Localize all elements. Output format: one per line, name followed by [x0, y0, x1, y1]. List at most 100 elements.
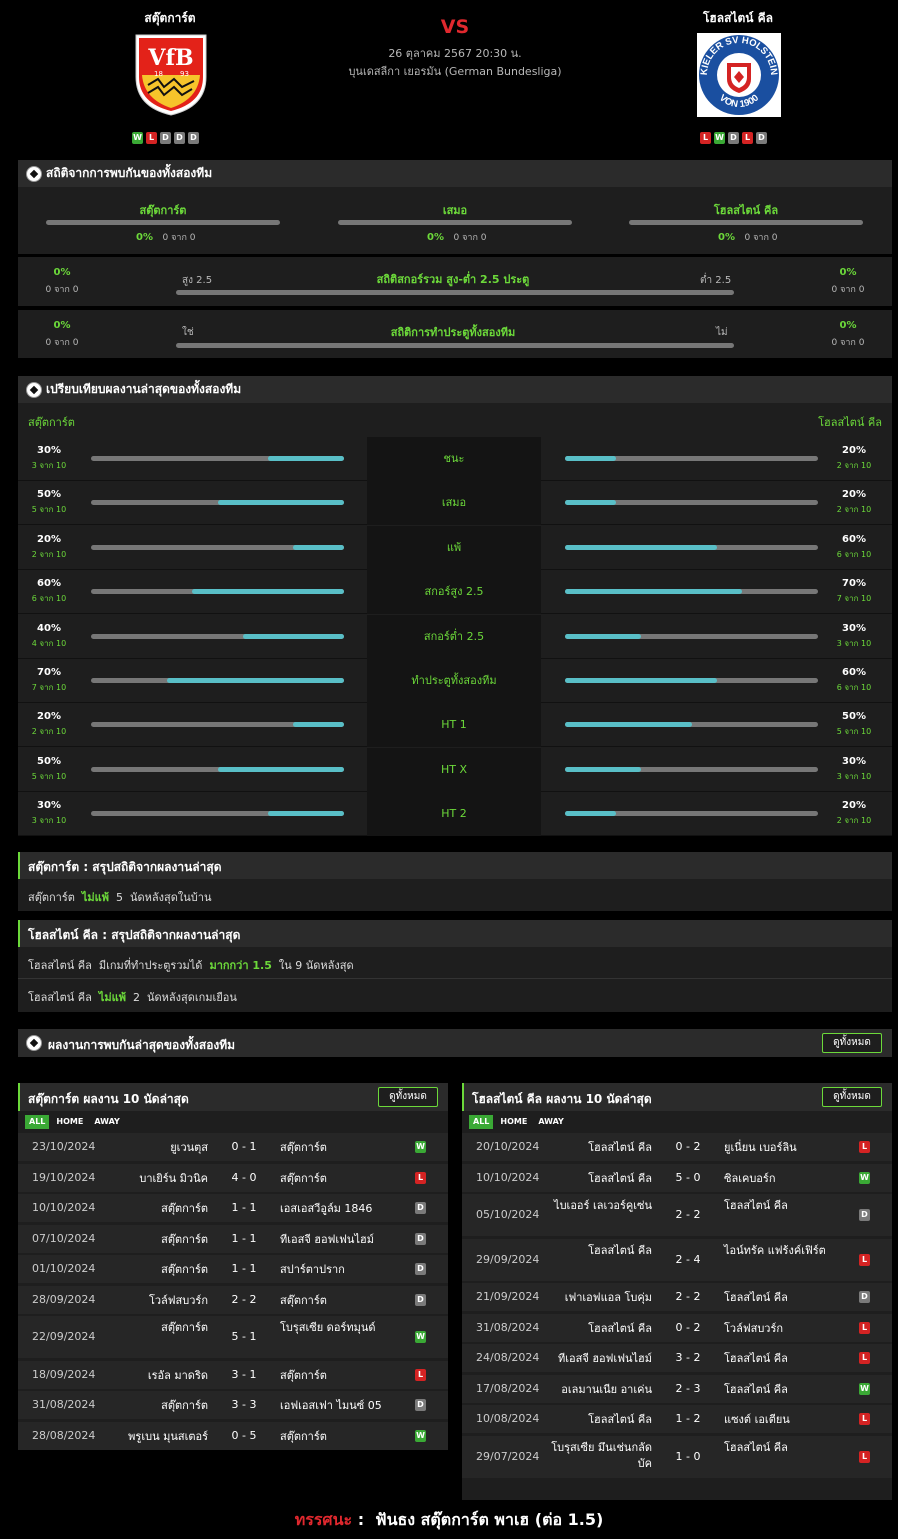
match-row[interactable]: 05/10/2024 ไบเออร์ เลเวอร์คูเซ่น 2 - 2 โฮลส… — [462, 1194, 892, 1236]
compare-home-of: 7 จาก 10 — [31, 683, 67, 692]
match-date: 10/10/2024 — [32, 1201, 96, 1214]
compare-row-label: สกอร์สูง 2.5 — [367, 570, 541, 615]
away-team-name: โฮลสไตน์ คีล — [702, 11, 774, 25]
result-badge-W: W — [415, 1141, 426, 1153]
match-away-team: เอฟเอสเฟา ไมนซ์ 05 — [280, 1399, 382, 1412]
compare-home-bar-fill — [293, 544, 344, 550]
h2h-stats-panel: สถิติจากการพบกันของทั้งสองทีม สตุ๊ตการ์ต… — [18, 160, 892, 254]
match-row[interactable]: 10/10/2024 สตุ๊ตการ์ต 1 - 1 เอสเอสวีอูล์ม 1… — [18, 1194, 448, 1222]
recent-h2h-title: ผลงานการพบกันล่าสุดของทั้งสองทีม — [48, 1038, 236, 1052]
form-badge-D: D — [160, 132, 171, 144]
compare-away-bar — [565, 500, 818, 506]
match-away-team: สตุ๊ตการ์ต — [280, 1293, 327, 1307]
match-home-team: อเลมานเนีย อาเค่น — [561, 1382, 652, 1396]
result-badge-D: D — [859, 1209, 870, 1221]
away-tab-away[interactable]: AWAY — [538, 1117, 564, 1126]
away-last10-view-all-button[interactable]: ดูทั้งหมด — [822, 1087, 882, 1107]
match-row[interactable]: 24/08/2024 ทีเอสจี ฮอฟเฟนไฮม์ 3 - 2 โฮลสไตน… — [462, 1344, 892, 1372]
match-row[interactable]: 21/09/2024 เฟาเอฟแอล โบคุ่ม 2 - 2 โฮลสไตน์ … — [462, 1283, 892, 1311]
match-row[interactable]: 31/08/2024 สตุ๊ตการ์ต 3 - 3 เอฟเอสเฟา ไมนซ์… — [18, 1391, 448, 1419]
compare-home-label: สตุ๊ตการ์ต — [28, 416, 75, 429]
compare-home-bar-fill — [293, 722, 344, 728]
compare-home-of: 6 จาก 10 — [31, 594, 67, 604]
compare-away-bar — [565, 766, 818, 772]
summary-away-line2: โฮลสไตน์ คีล ไม่แพ้ 2 นัดหลังสุดเกมเยือน — [28, 991, 237, 1004]
form-badge-D: D — [174, 132, 185, 144]
compare-row-label: เสมอ — [367, 481, 541, 526]
home-crest-text: VfB — [147, 45, 193, 71]
match-date: 31/08/2024 — [32, 1398, 96, 1411]
match-row[interactable]: 28/09/2024 โวล์ฟสบวร์ก 2 - 2 สตุ๊ตการ์ต D — [18, 1285, 448, 1314]
away-tab-all[interactable]: ALL — [469, 1115, 494, 1129]
result-badge-D: D — [415, 1232, 426, 1245]
match-row[interactable]: 29/09/2024 โฮลสไตน์ คีล 2 - 4 ไอน์ทรัค แฟร้… — [462, 1238, 892, 1281]
compare-home-bar-fill — [166, 678, 344, 683]
match-row[interactable]: 19/10/2024 บาเยิร์น มิวนิค 4 - 0 สตุ๊ตการ์ต… — [18, 1163, 448, 1192]
form-badge-D: D — [756, 132, 767, 144]
compare-home-bar-fill — [217, 766, 344, 772]
match-row[interactable]: 10/10/2024 โฮลสไตน์ คีล 5 - 0 ซิลเคบอร์ก W — [462, 1163, 892, 1192]
match-home-team: เรอัล มาดริด — [147, 1368, 208, 1382]
compare-away-bar — [565, 722, 818, 728]
match-home-team: โบรุสเซีย มึนเช่นกลัดบัค — [551, 1440, 652, 1470]
summary-away-panel: โฮลสไตน์ คีล : สรุปสถิติจากผลงานล่าสุด โ… — [18, 920, 892, 1012]
match-row[interactable]: 07/10/2024 สตุ๊ตการ์ต 1 - 1 ทีเอสจี ฮอฟเฟนไ… — [18, 1224, 448, 1253]
match-home-team: ยูเวนตุส — [170, 1141, 208, 1154]
home-tab-away[interactable]: AWAY — [94, 1117, 120, 1126]
h2h-away-bar — [629, 220, 863, 225]
match-row[interactable]: 10/08/2024 โฮลสไตน์ คีล 1 - 2 แซงต์ เอเตียน… — [462, 1405, 892, 1433]
match-row[interactable]: 20/10/2024 โฮลสไตน์ คีล 0 - 2 ยูเนี่ยน เบอร… — [462, 1133, 892, 1161]
match-row[interactable]: 17/08/2024 อเลมานเนีย อาเค่น 2 - 3 โฮลสไตน์… — [462, 1374, 892, 1403]
compare-away-pct: 50% — [842, 711, 866, 723]
match-row[interactable]: 22/09/2024 สตุ๊ตการ์ต 5 - 1 โบรุสเซีย ดอร์ท… — [18, 1316, 448, 1358]
match-row[interactable]: 29/07/2024 โบรุสเซีย มึนเช่นกลัดบัค 1 - 0 โ… — [462, 1435, 892, 1478]
recent-h2h-view-all-button[interactable]: ดูทั้งหมด — [822, 1033, 882, 1053]
compare-home-bar — [91, 456, 344, 461]
match-row[interactable]: 18/09/2024 เรอัล มาดริด 3 - 1 สตุ๊ตการ์ต L — [18, 1360, 448, 1389]
match-away-team: โฮลสไตน์ คีล — [724, 1352, 788, 1365]
ou-bar — [176, 290, 734, 295]
home-tab-home[interactable]: HOME — [56, 1117, 84, 1126]
compare-row-label: HT 1 — [367, 703, 541, 748]
compare-away-bar-fill — [565, 811, 616, 817]
ou-title: สถิติสกอร์รวม สูง-ต่ำ 2.5 ประตู — [376, 273, 530, 286]
compare-away-bar-fill — [565, 678, 717, 683]
match-away-team: โฮลสไตน์ คีล — [724, 1291, 788, 1304]
compare-away-bar-fill — [565, 633, 641, 639]
compare-away-of: 6 จาก 10 — [836, 683, 872, 692]
match-row[interactable]: 23/10/2024 ยูเวนตุส 0 - 1 สตุ๊ตการ์ต W — [18, 1133, 448, 1161]
compare-away-pct: 20% — [842, 445, 866, 456]
match-home-team: โฮลสไตน์ คีล — [588, 1243, 652, 1257]
home-tab-all[interactable]: ALL — [25, 1115, 50, 1129]
result-badge-L: L — [859, 1141, 870, 1153]
home-last10-view-all-button[interactable]: ดูทั้งหมด — [378, 1087, 438, 1107]
compare-row: 50% 5 จาก 10 เสมอ 20% 2 จาก 10 — [18, 481, 892, 526]
match-row[interactable]: 28/08/2024 พรูเบน มุนสเตอร์ 0 - 5 สตุ๊ตการ์… — [18, 1421, 448, 1450]
h2h-home-label: สตุ๊ตการ์ต — [139, 204, 187, 217]
match-row[interactable]: 31/08/2024 โฮลสไตน์ คีล 0 - 2 โวล์ฟสบวร์ก L — [462, 1313, 892, 1342]
result-badge-L: L — [859, 1450, 870, 1463]
compare-home-of: 5 จาก 10 — [31, 505, 67, 515]
home-team-name: สตุ๊ตการ์ต — [144, 11, 196, 25]
match-date: 29/07/2024 — [476, 1449, 540, 1463]
compare-row: 50% 5 จาก 10 HT X 30% 3 จาก 10 — [18, 747, 892, 792]
match-date: 05/10/2024 — [476, 1208, 540, 1221]
match-home-team: โฮลสไตน์ คีล — [588, 1171, 652, 1185]
compare-home-pct: 20% — [37, 533, 61, 545]
compare-away-bar — [565, 589, 818, 595]
match-home-team: สตุ๊ตการ์ต — [161, 1232, 208, 1246]
away-tab-home[interactable]: HOME — [500, 1117, 528, 1126]
form-badge-D: D — [188, 132, 199, 144]
btts-no-label: ไม่ — [716, 327, 728, 338]
compare-row-label: สกอร์ต่ำ 2.5 — [367, 614, 541, 659]
match-date: 22/09/2024 — [32, 1330, 96, 1343]
compare-home-of: 2 จาก 10 — [31, 727, 67, 737]
over-under-panel: 0% 0 จาก 0 สูง 2.5 สถิติสกอร์รวม สูง-ต่ำ… — [18, 257, 892, 306]
match-row[interactable]: 01/10/2024 สตุ๊ตการ์ต 1 - 1 สปาร์ตาปราก D — [18, 1255, 448, 1283]
result-badge-L: L — [859, 1253, 870, 1266]
match-score: 0 - 1 — [231, 1140, 257, 1153]
compare-home-pct: 50% — [37, 755, 61, 767]
compare-home-bar — [91, 633, 344, 639]
compare-row: 60% 6 จาก 10 สกอร์สูง 2.5 70% 7 จาก 10 — [18, 570, 892, 615]
home-team-crest: VfB 18 93 — [134, 33, 208, 117]
